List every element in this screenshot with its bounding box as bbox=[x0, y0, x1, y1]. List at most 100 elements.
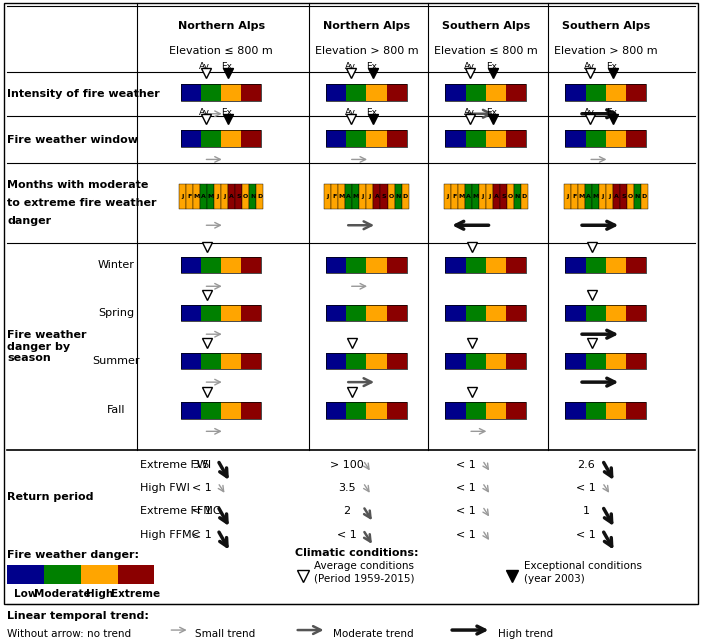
Text: N: N bbox=[395, 194, 401, 199]
Bar bbox=[521, 184, 528, 208]
Text: J: J bbox=[488, 194, 491, 199]
Text: Average conditions
(Period 1959-2015): Average conditions (Period 1959-2015) bbox=[314, 561, 415, 584]
Bar bbox=[326, 305, 407, 321]
Text: Av.: Av. bbox=[584, 107, 597, 117]
Text: Small trend: Small trend bbox=[195, 629, 256, 639]
Bar bbox=[585, 305, 606, 321]
Text: S: S bbox=[501, 194, 505, 199]
Bar bbox=[241, 130, 261, 147]
Bar bbox=[626, 84, 647, 101]
Text: Linear temporal trend:: Linear temporal trend: bbox=[7, 611, 149, 621]
Bar bbox=[566, 84, 585, 101]
Text: Exceptional conditions
(year 2003): Exceptional conditions (year 2003) bbox=[524, 561, 642, 584]
Bar bbox=[626, 402, 647, 419]
Bar bbox=[506, 402, 526, 419]
Text: Av.: Av. bbox=[199, 62, 212, 71]
Text: < 1: < 1 bbox=[576, 530, 596, 540]
Text: 3.5: 3.5 bbox=[192, 460, 211, 470]
Text: A: A bbox=[347, 194, 351, 199]
Text: < 1: < 1 bbox=[192, 506, 211, 516]
Text: Extreme FFMC: Extreme FFMC bbox=[140, 506, 221, 516]
Bar bbox=[566, 402, 647, 419]
Bar bbox=[366, 130, 387, 147]
Bar bbox=[506, 257, 526, 273]
Text: Ex.: Ex. bbox=[606, 107, 620, 117]
Bar bbox=[606, 353, 626, 369]
Bar bbox=[388, 184, 395, 208]
Bar bbox=[366, 184, 373, 208]
Bar bbox=[451, 184, 458, 208]
Text: A: A bbox=[466, 194, 470, 199]
Bar bbox=[181, 84, 201, 101]
Bar bbox=[493, 184, 500, 208]
Bar bbox=[186, 184, 193, 208]
Text: F: F bbox=[187, 194, 192, 199]
Bar bbox=[181, 402, 201, 419]
Bar bbox=[564, 184, 571, 208]
Bar bbox=[181, 353, 261, 369]
Bar bbox=[387, 130, 407, 147]
Text: Without arrow: no trend: Without arrow: no trend bbox=[7, 629, 131, 639]
Bar bbox=[200, 184, 207, 208]
Bar bbox=[445, 84, 465, 101]
Bar bbox=[445, 130, 465, 147]
Text: N: N bbox=[250, 194, 256, 199]
Bar bbox=[359, 184, 366, 208]
Text: Elevation > 800 m: Elevation > 800 m bbox=[314, 46, 418, 56]
Text: High FFMC: High FFMC bbox=[140, 530, 200, 540]
Bar bbox=[346, 353, 366, 369]
Text: > 100: > 100 bbox=[330, 460, 364, 470]
Bar bbox=[366, 353, 387, 369]
Bar bbox=[465, 402, 486, 419]
Text: M: M bbox=[578, 194, 585, 199]
Text: M: M bbox=[207, 194, 214, 199]
Text: M: M bbox=[352, 194, 359, 199]
Bar bbox=[241, 305, 261, 321]
Bar bbox=[585, 184, 592, 208]
Text: A: A bbox=[586, 194, 590, 199]
Bar bbox=[445, 130, 526, 147]
Text: F: F bbox=[452, 194, 456, 199]
Bar bbox=[181, 257, 201, 273]
Text: Av.: Av. bbox=[584, 62, 597, 71]
Text: < 1: < 1 bbox=[576, 482, 596, 493]
Bar bbox=[445, 353, 526, 369]
Bar bbox=[465, 353, 486, 369]
Bar bbox=[479, 184, 486, 208]
Bar bbox=[181, 305, 201, 321]
Bar bbox=[181, 257, 261, 273]
Text: A: A bbox=[614, 194, 618, 199]
Bar bbox=[235, 184, 242, 208]
Bar bbox=[486, 184, 493, 208]
Bar bbox=[241, 402, 261, 419]
Bar bbox=[346, 402, 366, 419]
Text: F: F bbox=[333, 194, 337, 199]
Bar bbox=[366, 305, 387, 321]
Text: M: M bbox=[458, 194, 465, 199]
Text: J: J bbox=[326, 194, 329, 199]
Text: Av.: Av. bbox=[464, 107, 477, 117]
Text: A: A bbox=[494, 194, 498, 199]
Text: A: A bbox=[375, 194, 379, 199]
Text: Fire weather window: Fire weather window bbox=[7, 135, 138, 144]
Bar bbox=[465, 257, 486, 273]
Bar bbox=[366, 402, 387, 419]
Text: 3.5: 3.5 bbox=[338, 482, 356, 493]
Text: Extreme: Extreme bbox=[112, 589, 161, 599]
Bar bbox=[44, 565, 81, 584]
Bar bbox=[465, 84, 486, 101]
Text: < 1: < 1 bbox=[456, 460, 476, 470]
Bar bbox=[606, 257, 626, 273]
Bar bbox=[366, 257, 387, 273]
Bar bbox=[256, 184, 263, 208]
Bar bbox=[445, 305, 465, 321]
Text: J: J bbox=[369, 194, 371, 199]
Bar bbox=[606, 305, 626, 321]
Bar bbox=[445, 84, 526, 101]
Bar bbox=[387, 84, 407, 101]
Bar bbox=[465, 184, 472, 208]
Text: Av.: Av. bbox=[345, 107, 357, 117]
Bar bbox=[465, 305, 486, 321]
Bar bbox=[387, 305, 407, 321]
Text: O: O bbox=[628, 194, 633, 199]
